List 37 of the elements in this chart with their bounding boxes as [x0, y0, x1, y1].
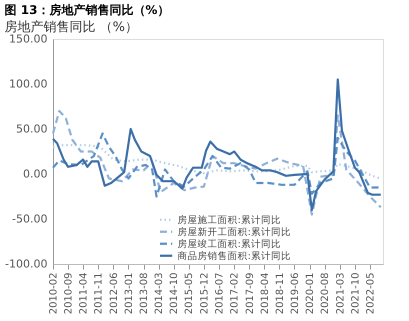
x-tick-label: 2014-10: [169, 272, 180, 314]
x-tick-label: 2012-06: [108, 272, 120, 314]
x-tick-label: 2014-03: [154, 272, 166, 314]
x-tick-label: 2013-08: [139, 272, 150, 314]
x-tick-label: 2019-06: [290, 272, 301, 314]
legend-label: 房屋竣工面积:累计同比: [178, 238, 281, 250]
y-tick-label: -100.00: [5, 258, 48, 270]
x-tick-label: 2011-11: [94, 272, 105, 314]
y-tick-label: 150.00: [9, 32, 48, 46]
chart-subtitle: 房地产销售同比 （%）: [4, 19, 138, 35]
line-series: [52, 110, 382, 216]
x-tick-label: 2018-04: [260, 272, 271, 314]
x-tick-label: 2015-05: [184, 272, 196, 314]
x-tick-label: 2020-01: [305, 272, 316, 314]
x-tick-label: 2011-04: [78, 272, 90, 314]
x-tick-label: 2017-02: [230, 272, 241, 314]
legend-label: 商品房销售面积:累计同比: [178, 250, 291, 262]
x-tick-label: 2016-07: [214, 272, 226, 314]
x-tick-label: 2010-02: [48, 272, 60, 314]
y-tick-label: -50.00: [12, 212, 48, 226]
x-tick-label: 2018-11: [274, 272, 286, 314]
x-tick-label: 2021-03: [335, 272, 346, 314]
line-series: [52, 144, 382, 180]
y-tick-label: 0.00: [23, 168, 48, 180]
x-tick-label: 2013-01: [124, 272, 135, 314]
y-tick-label: 50.00: [16, 122, 48, 136]
x-tick-label: 2021-10: [350, 272, 362, 314]
x-tick-label: 2022-05: [365, 272, 376, 314]
x-tick-label: 2010-09: [64, 272, 75, 314]
line-series: [52, 78, 382, 212]
chart-title: 图 13：房地产销售同比（%）: [4, 3, 170, 17]
x-tick-label: 2020-08: [320, 272, 332, 314]
y-tick-label: 100.00: [9, 78, 48, 90]
legend-label: 房屋新开工面积:累计同比: [178, 226, 291, 238]
x-tick-label: 2017-09: [244, 272, 256, 314]
legend-label: 房屋施工面积:累计同比: [178, 214, 281, 226]
x-tick-label: 2015-12: [199, 272, 210, 314]
